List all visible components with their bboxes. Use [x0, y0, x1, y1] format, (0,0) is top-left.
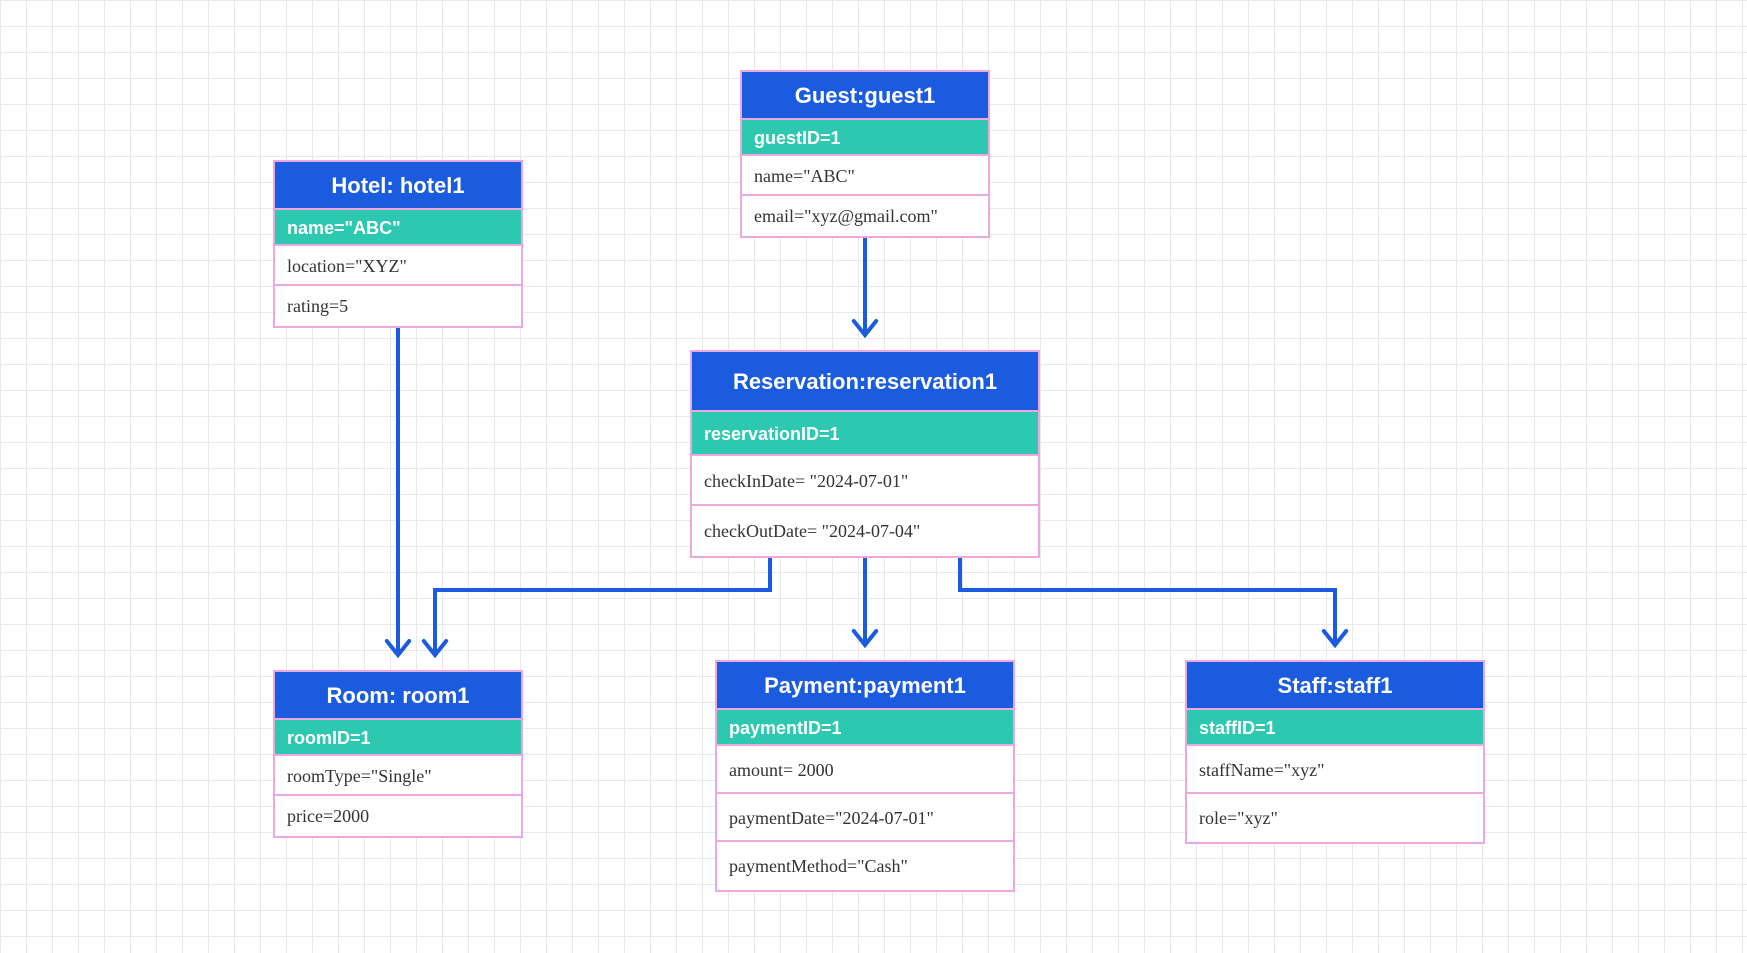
entity-guest-title: Guest:guest1: [742, 72, 988, 120]
entity-room: Room: room1roomID=1roomType="Single"pric…: [273, 670, 523, 838]
edge-guest-to-reservation: [854, 234, 876, 335]
arrowhead-icon: [854, 631, 876, 645]
entity-guest-highlight: guestID=1: [742, 120, 988, 156]
entity-hotel-highlight: name="ABC": [275, 210, 521, 246]
entity-staff-row: staffName="xyz": [1187, 746, 1483, 794]
edge-reservation-to-staff: [960, 554, 1346, 645]
entity-staff: Staff:staff1staffID=1staffName="xyz"role…: [1185, 660, 1485, 844]
entity-payment: Payment:payment1paymentID=1amount= 2000p…: [715, 660, 1015, 892]
entity-reservation-row: checkInDate= "2024-07-01": [692, 456, 1038, 506]
entity-staff-title: Staff:staff1: [1187, 662, 1483, 710]
entity-reservation-title: Reservation:reservation1: [692, 352, 1038, 412]
entity-hotel-row: rating=5: [275, 286, 521, 326]
entity-guest-row: email="xyz@gmail.com": [742, 196, 988, 236]
entity-hotel: Hotel: hotel1name="ABC"location="XYZ"rat…: [273, 160, 523, 328]
entity-room-row: roomType="Single": [275, 756, 521, 796]
edge-hotel-to-room: [387, 294, 409, 655]
entity-hotel-row: location="XYZ": [275, 246, 521, 286]
entity-payment-highlight: paymentID=1: [717, 710, 1013, 746]
arrowhead-icon: [854, 321, 876, 335]
entity-staff-row: role="xyz": [1187, 794, 1483, 842]
entity-payment-row: amount= 2000: [717, 746, 1013, 794]
entity-staff-highlight: staffID=1: [1187, 710, 1483, 746]
entity-hotel-title: Hotel: hotel1: [275, 162, 521, 210]
entity-payment-title: Payment:payment1: [717, 662, 1013, 710]
entity-reservation-highlight: reservationID=1: [692, 412, 1038, 456]
entity-reservation-row: checkOutDate= "2024-07-04": [692, 506, 1038, 556]
entity-payment-row: paymentMethod="Cash": [717, 842, 1013, 890]
entity-guest: Guest:guest1guestID=1name="ABC"email="xy…: [740, 70, 990, 238]
diagram-canvas: Hotel: hotel1name="ABC"location="XYZ"rat…: [0, 0, 1747, 953]
entity-room-title: Room: room1: [275, 672, 521, 720]
entity-guest-row: name="ABC": [742, 156, 988, 196]
arrowhead-icon: [1324, 631, 1346, 645]
arrowhead-icon: [387, 641, 409, 655]
entity-reservation: Reservation:reservation1reservationID=1c…: [690, 350, 1040, 558]
edge-reservation-to-room: [424, 554, 770, 655]
entity-room-row: price=2000: [275, 796, 521, 836]
entity-room-highlight: roomID=1: [275, 720, 521, 756]
arrowhead-icon: [424, 641, 446, 655]
entity-payment-row: paymentDate="2024-07-01": [717, 794, 1013, 842]
edge-reservation-to-payment: [854, 554, 876, 645]
